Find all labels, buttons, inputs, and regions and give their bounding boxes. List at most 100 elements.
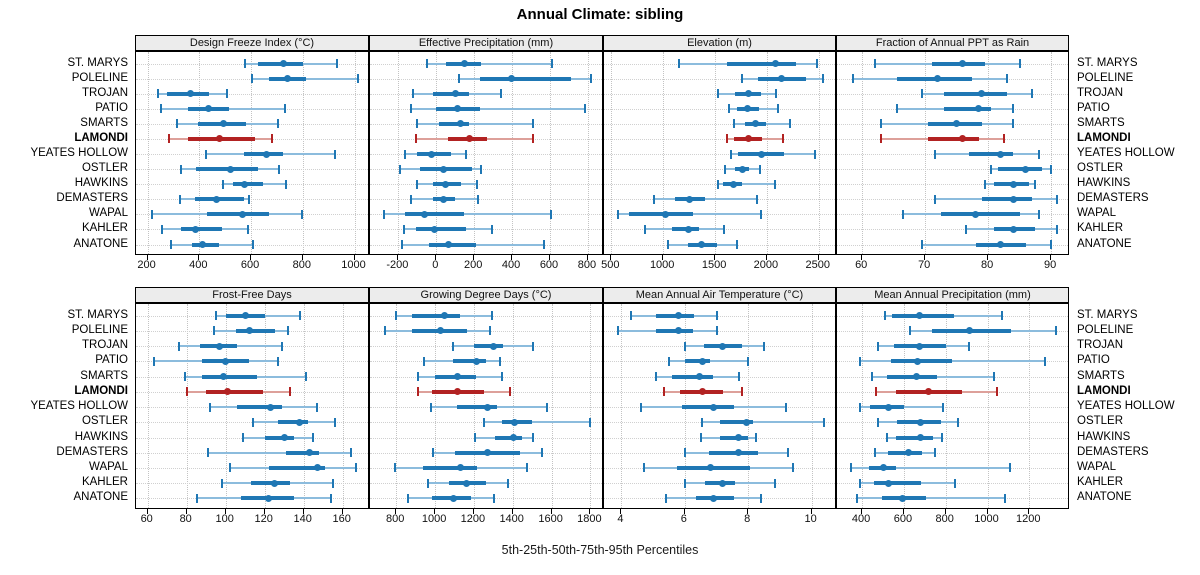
median-dot (215, 135, 223, 143)
axis-tick-label: -200 (386, 259, 409, 271)
whisker-cap-low (204, 149, 207, 159)
whisker-cap-low (215, 311, 217, 321)
iqr-bar (671, 227, 699, 232)
iqr-bar (896, 435, 934, 440)
whisker-line (702, 421, 825, 424)
station-label-left-poleline: POLELINE (71, 71, 128, 84)
gridline-x (587, 52, 589, 254)
whisker-cap-high (791, 463, 794, 473)
whisker-cap-low (921, 89, 923, 99)
whisker-cap-low (209, 402, 212, 412)
iqr-bar (278, 420, 308, 425)
axis-tick-label: 800 (935, 513, 954, 525)
whisker-line (654, 198, 757, 201)
panel-strip-mean-annual-precipitation-mm: Mean Annual Precipitation (mm) (836, 287, 1069, 303)
whisker-line (208, 451, 351, 454)
whisker-cap-low (850, 463, 853, 473)
whisker-cap-high (284, 104, 287, 114)
median-dot (675, 327, 682, 335)
median-dot (771, 60, 779, 67)
gridline-x (550, 52, 551, 254)
whisker-cap-low (430, 402, 433, 412)
station-label-right-yeates-hollow: YEATES HOLLOW (1077, 147, 1175, 159)
station-label-right-ostler: OSTLER (1077, 415, 1124, 428)
axis-tick (810, 509, 812, 514)
whisker-cap-high (475, 179, 478, 189)
panel-title: Effective Precipitation (mm) (418, 37, 554, 49)
axis-tick (747, 509, 749, 514)
station-label-left-smarts: SMARTS (80, 116, 128, 129)
gridline-x (551, 304, 553, 508)
whisker-cap-high (992, 372, 995, 381)
whisker-cap-low (851, 74, 854, 84)
axis-tick (473, 255, 475, 260)
station-label-left-ostler: OSTLER (81, 162, 128, 175)
panel-strip-frost-free-days: Frost-Free Days (135, 287, 369, 303)
iqr-bar (452, 359, 486, 364)
whisker-cap-low (873, 59, 876, 68)
gridline-y (136, 93, 368, 95)
whisker-cap-high (277, 164, 280, 174)
station-label-left-hawkins: HAWKINS (74, 430, 128, 443)
median-dot (709, 494, 717, 502)
axis-tick (902, 509, 904, 514)
gridline-y (604, 138, 835, 140)
iqr-bar (411, 313, 461, 318)
whisker-cap-low (415, 134, 418, 144)
axis-tick (302, 509, 304, 514)
axis-tick-label: 800 (292, 259, 311, 271)
whisker-cap-high (1050, 240, 1053, 249)
whisker-cap-low (728, 104, 731, 114)
station-label-right-hawkins: HAWKINS (1077, 177, 1131, 190)
whisker-cap-low (880, 134, 883, 144)
whisker-cap-low (482, 417, 485, 427)
median-dot (959, 135, 967, 143)
gridline-x (396, 304, 398, 508)
whisker-cap-high (940, 433, 943, 442)
station-label-right-anatone: ANATONE (1077, 237, 1132, 250)
whisker-cap-high (1037, 149, 1040, 159)
median-dot (224, 388, 232, 396)
whisker-cap-low (990, 164, 993, 174)
whisker-cap-high (316, 402, 319, 412)
iqr-bar (944, 91, 1008, 96)
whisker-cap-low (877, 417, 880, 427)
median-dot (473, 357, 481, 365)
axis-tick (986, 509, 988, 514)
iqr-bar (628, 212, 694, 217)
whisker-cap-high (763, 341, 766, 351)
axis-tick (472, 509, 474, 514)
station-label-right-trojan: TROJAN (1077, 339, 1123, 352)
whisker-cap-low (427, 478, 430, 488)
whisker-cap-low (895, 104, 898, 114)
median-dot (284, 75, 292, 83)
median-dot (959, 60, 967, 67)
gridline-y (604, 108, 835, 110)
median-dot (912, 373, 920, 380)
panel-mean-annual-precipitation-mm (836, 303, 1069, 509)
whisker-line (857, 497, 1006, 500)
whisker-cap-low (416, 372, 419, 381)
median-dot (719, 479, 727, 487)
median-dot (220, 120, 228, 128)
median-dot (227, 165, 235, 173)
whisker-cap-low (383, 209, 386, 219)
whisker-cap-high (247, 194, 250, 204)
median-dot (453, 105, 461, 113)
whisker-cap-low (244, 59, 247, 68)
whisker-cap-low (406, 493, 409, 503)
median-dot (489, 342, 497, 350)
axis-tick (683, 509, 685, 514)
median-dot (265, 494, 273, 502)
gridline-y (837, 437, 1068, 439)
axis-tick (924, 255, 926, 260)
median-dot (735, 449, 743, 457)
axis-tick (263, 509, 265, 514)
station-label-right-wapal: WAPAL (1077, 460, 1116, 473)
median-dot (313, 464, 321, 472)
whisker-cap-high (331, 478, 334, 488)
whisker-cap-high (1012, 104, 1015, 114)
whisker-cap-low (409, 104, 412, 114)
axis-tick-label: 200 (464, 259, 483, 271)
whisker-cap-high (1008, 463, 1011, 473)
